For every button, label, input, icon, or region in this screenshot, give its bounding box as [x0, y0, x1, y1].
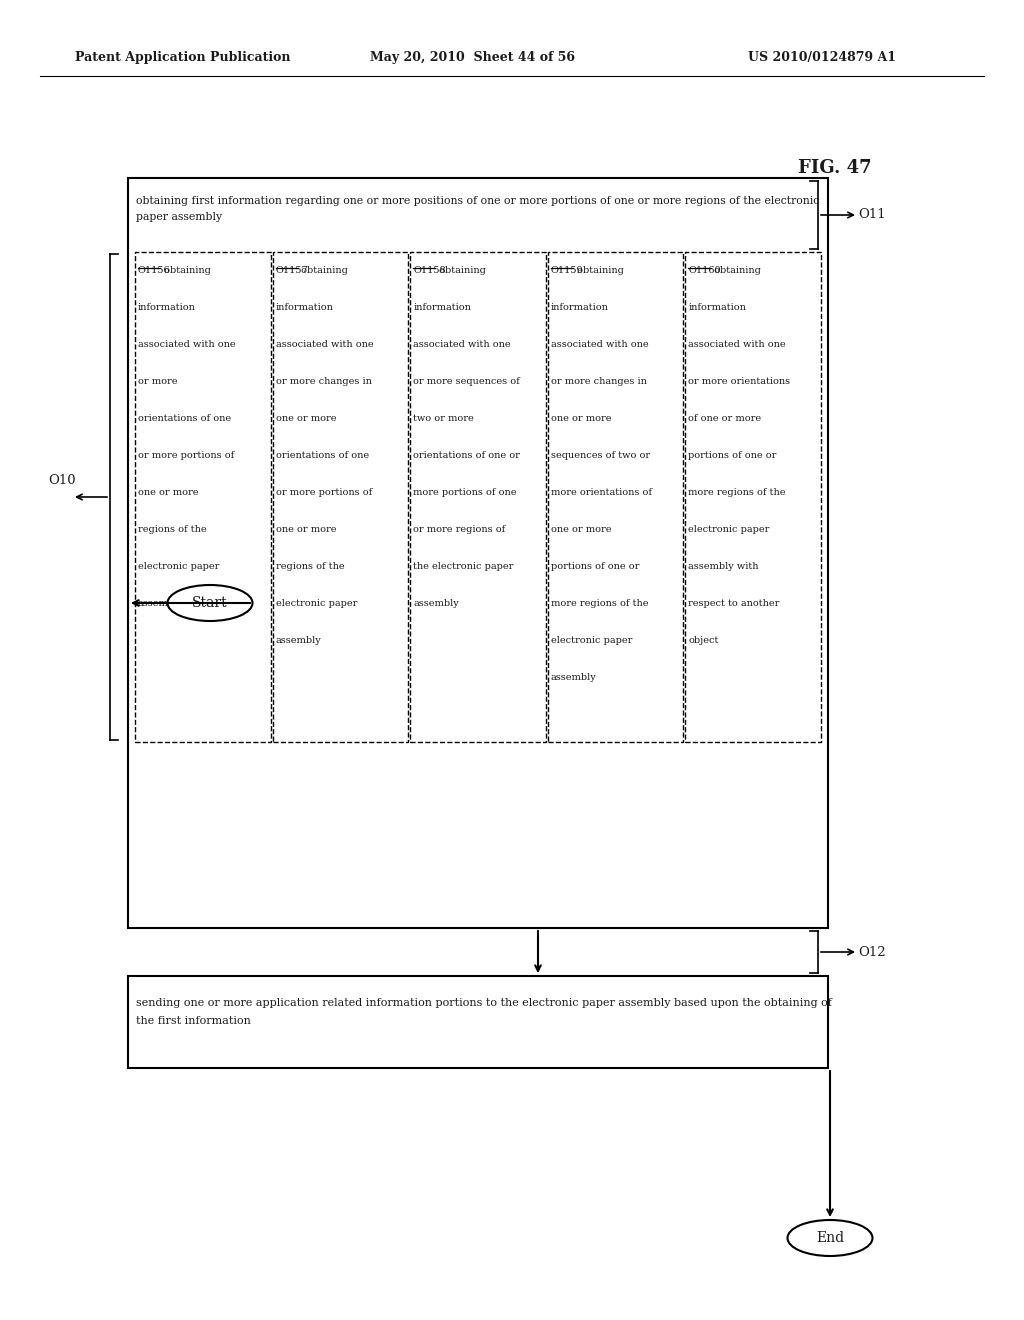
Text: paper assembly: paper assembly	[136, 213, 222, 222]
Text: Start: Start	[193, 597, 227, 610]
Text: or more orientations: or more orientations	[688, 378, 791, 385]
Text: the electronic paper: the electronic paper	[414, 562, 514, 572]
Bar	[548, 252, 683, 742]
Text: orientations of one or: orientations of one or	[414, 451, 520, 459]
Text: O1156: O1156	[138, 267, 171, 275]
Bar	[135, 252, 270, 742]
Text: respect to another: respect to another	[688, 599, 779, 609]
Text: information: information	[414, 304, 471, 312]
Text: portions of one or: portions of one or	[551, 562, 639, 572]
Text: regions of the: regions of the	[138, 525, 207, 535]
Text: associated with one: associated with one	[551, 341, 648, 348]
Text: assembly: assembly	[138, 599, 183, 609]
Text: orientations of one: orientations of one	[275, 451, 369, 459]
Bar	[128, 975, 828, 1068]
Text: the first information: the first information	[136, 1016, 251, 1026]
Text: portions of one or: portions of one or	[688, 451, 777, 459]
Text: of one or more: of one or more	[688, 414, 762, 422]
Text: two or more: two or more	[414, 414, 474, 422]
Text: orientations of one: orientations of one	[138, 414, 231, 422]
Bar	[685, 252, 821, 742]
Text: associated with one: associated with one	[275, 341, 373, 348]
Bar	[128, 178, 828, 928]
Text: or more: or more	[138, 378, 177, 385]
Text: sequences of two or: sequences of two or	[551, 451, 650, 459]
Text: assembly: assembly	[275, 636, 322, 645]
Text: or more regions of: or more regions of	[414, 525, 506, 535]
Text: obtaining: obtaining	[298, 267, 348, 275]
Text: O1159: O1159	[551, 267, 584, 275]
Text: sending one or more application related information portions to the electronic p: sending one or more application related …	[136, 998, 831, 1008]
Text: more orientations of: more orientations of	[551, 488, 652, 498]
Text: one or more: one or more	[138, 488, 199, 498]
Text: one or more: one or more	[551, 414, 611, 422]
Text: obtaining: obtaining	[573, 267, 624, 275]
Text: associated with one: associated with one	[414, 341, 511, 348]
Text: one or more: one or more	[275, 525, 336, 535]
Text: O12: O12	[858, 945, 886, 958]
Text: or more portions of: or more portions of	[138, 451, 234, 459]
Text: or more sequences of: or more sequences of	[414, 378, 520, 385]
Text: assembly: assembly	[551, 673, 597, 682]
Text: information: information	[275, 304, 334, 312]
Text: information: information	[551, 304, 608, 312]
Text: O1158: O1158	[414, 267, 445, 275]
Text: assembly: assembly	[414, 599, 459, 609]
Text: O10: O10	[48, 474, 76, 487]
Text: assembly with: assembly with	[688, 562, 759, 572]
Text: obtaining: obtaining	[436, 267, 485, 275]
Text: electronic paper: electronic paper	[551, 636, 632, 645]
Text: object: object	[688, 636, 719, 645]
Text: one or more: one or more	[275, 414, 336, 422]
Text: O11: O11	[858, 209, 886, 222]
Text: US 2010/0124879 A1: US 2010/0124879 A1	[748, 51, 896, 65]
Text: obtaining: obtaining	[161, 267, 211, 275]
Text: electronic paper: electronic paper	[138, 562, 219, 572]
Text: O1160: O1160	[688, 267, 721, 275]
Text: more portions of one: more portions of one	[414, 488, 517, 498]
Text: obtaining: obtaining	[711, 267, 761, 275]
Ellipse shape	[787, 1220, 872, 1257]
Text: or more changes in: or more changes in	[551, 378, 647, 385]
Text: Patent Application Publication: Patent Application Publication	[75, 51, 291, 65]
Text: electronic paper: electronic paper	[275, 599, 357, 609]
Text: information: information	[138, 304, 196, 312]
Bar	[272, 252, 409, 742]
Text: O1157: O1157	[275, 267, 308, 275]
Text: End: End	[816, 1232, 844, 1245]
Text: obtaining first information regarding one or more positions of one or more porti: obtaining first information regarding on…	[136, 195, 819, 206]
Text: regions of the: regions of the	[275, 562, 344, 572]
Text: May 20, 2010  Sheet 44 of 56: May 20, 2010 Sheet 44 of 56	[370, 51, 575, 65]
Text: more regions of the: more regions of the	[688, 488, 785, 498]
Text: information: information	[688, 304, 746, 312]
Text: associated with one: associated with one	[138, 341, 236, 348]
Ellipse shape	[168, 585, 253, 620]
Text: associated with one: associated with one	[688, 341, 786, 348]
Text: more regions of the: more regions of the	[551, 599, 648, 609]
Text: one or more: one or more	[551, 525, 611, 535]
Text: electronic paper: electronic paper	[688, 525, 770, 535]
Bar	[411, 252, 546, 742]
Text: FIG. 47: FIG. 47	[798, 158, 871, 177]
Text: or more portions of: or more portions of	[275, 488, 372, 498]
Text: or more changes in: or more changes in	[275, 378, 372, 385]
